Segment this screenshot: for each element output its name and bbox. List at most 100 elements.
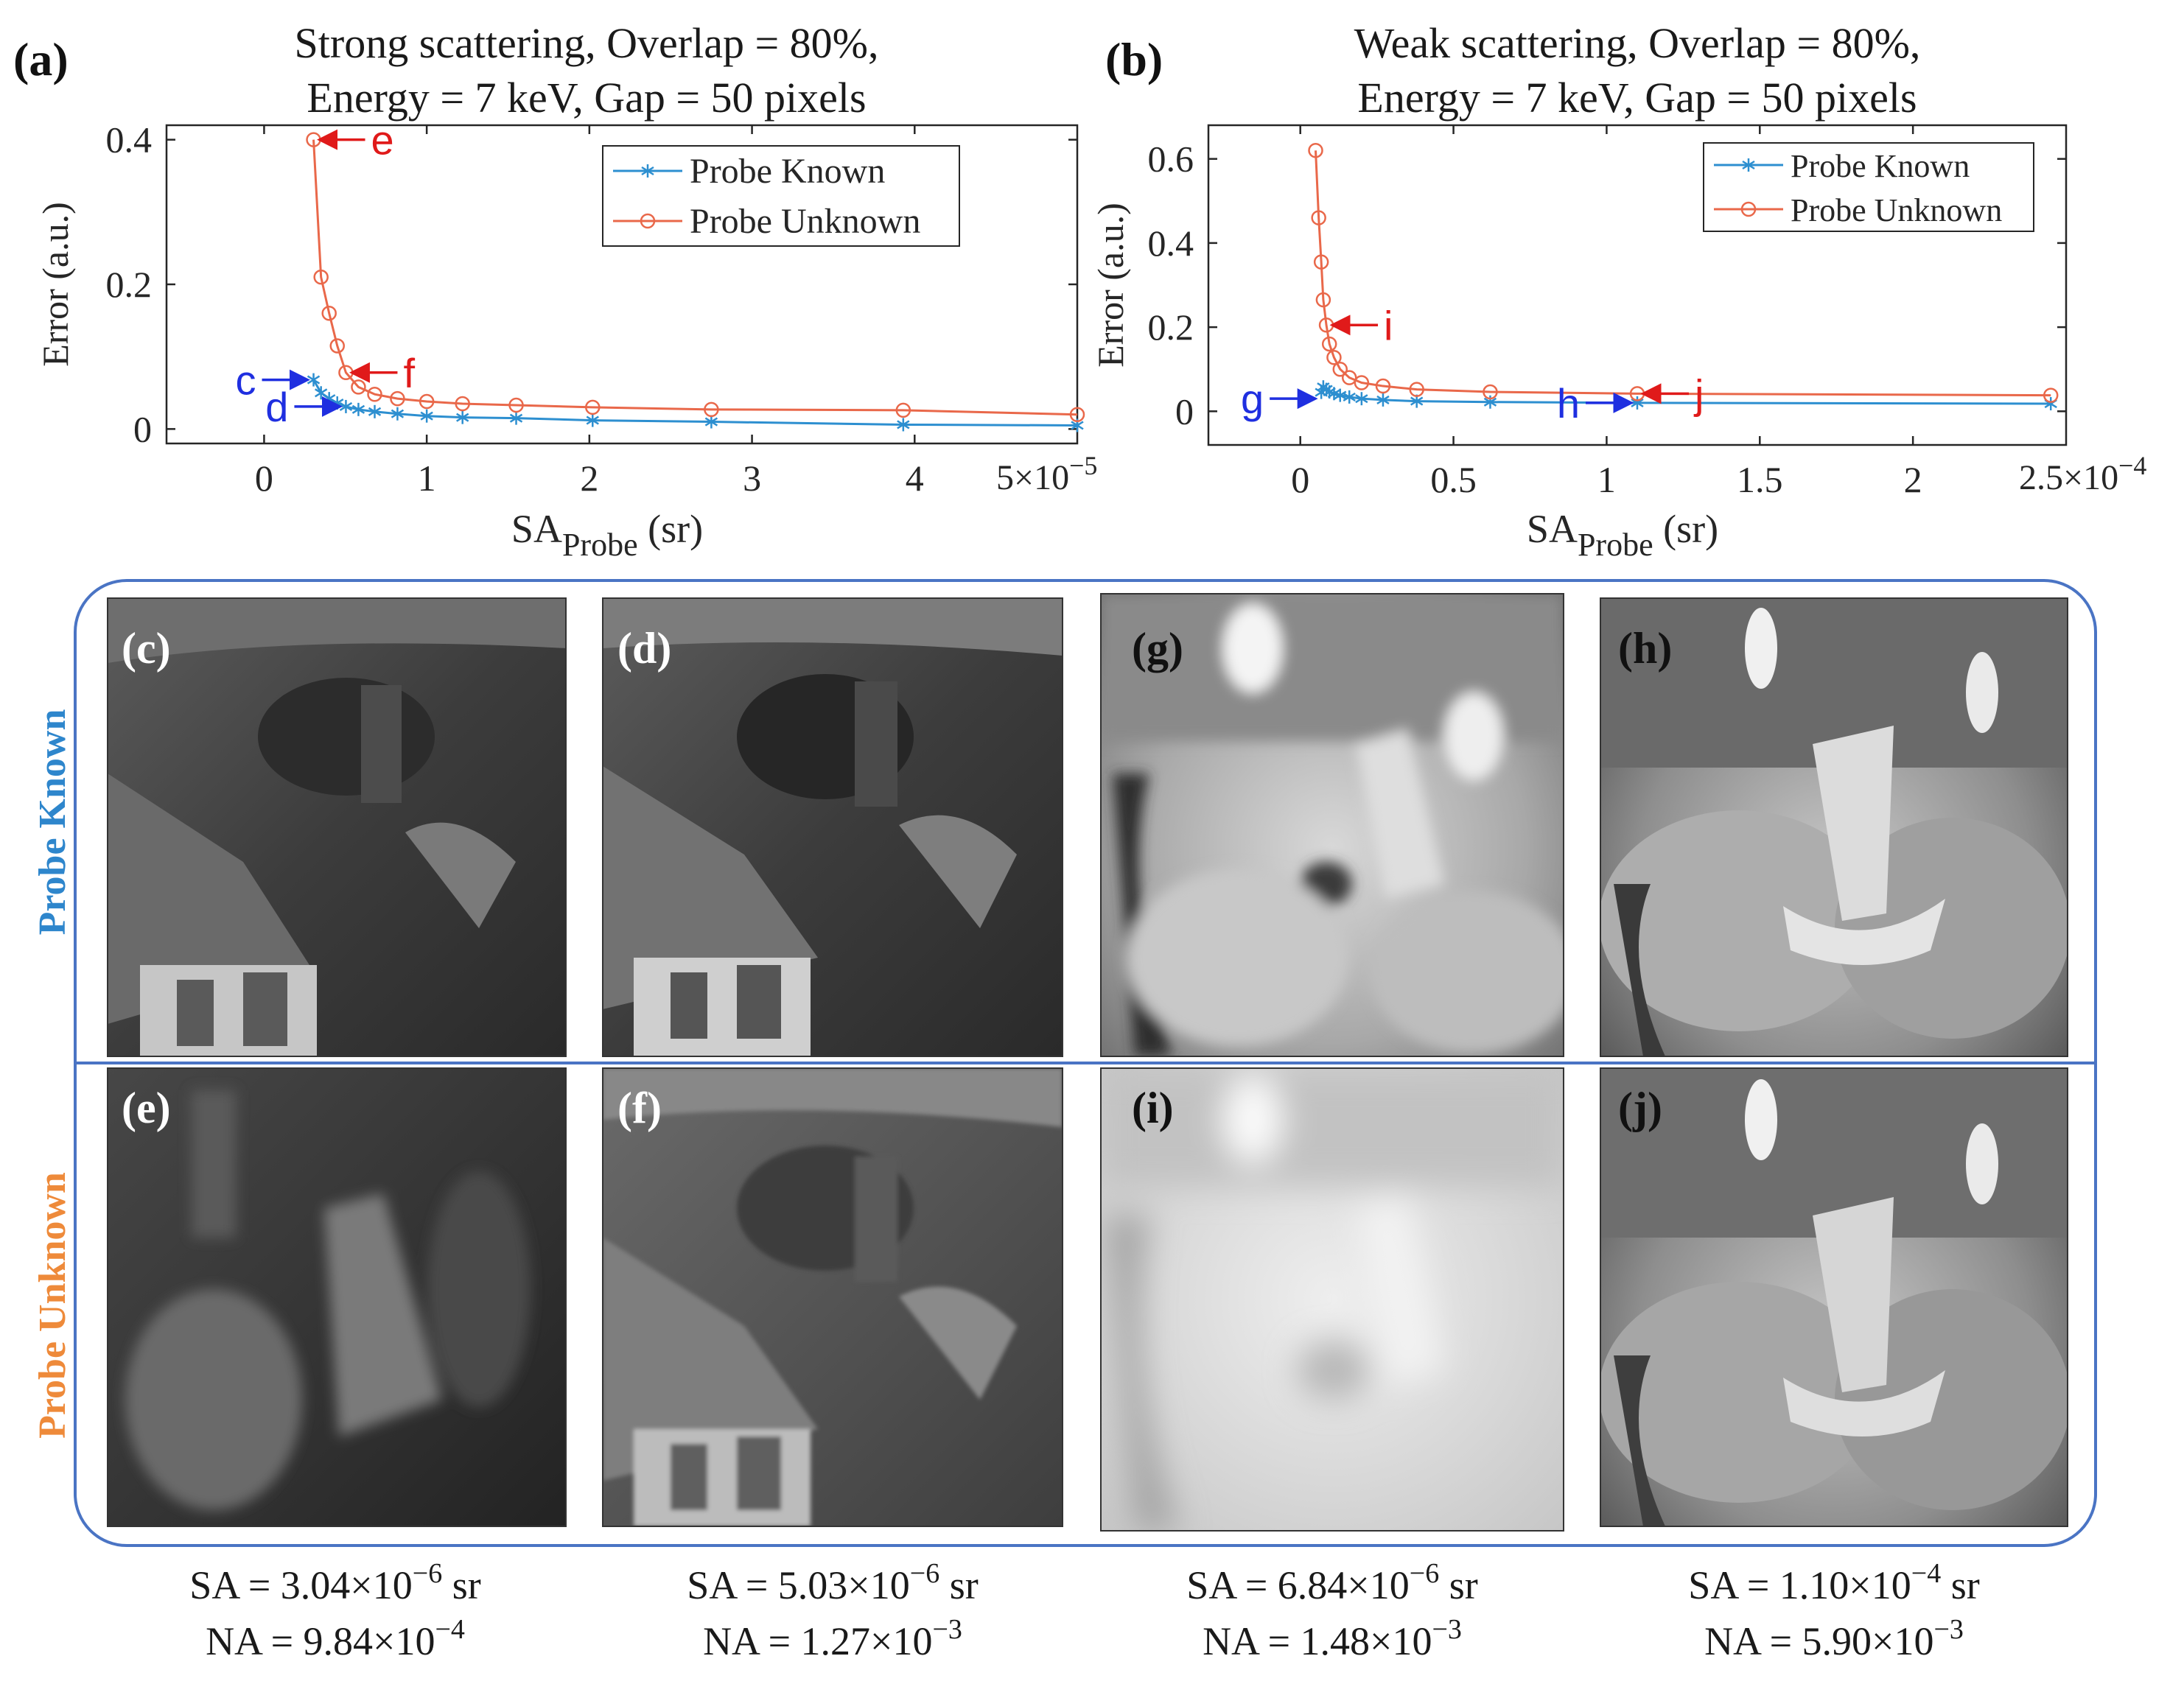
legend-entry: Probe Unknown xyxy=(1791,192,2002,228)
x-tick-label: 0 xyxy=(1291,459,1309,500)
star-stroke xyxy=(897,420,910,429)
data-point-probe-unknown xyxy=(1308,143,1323,158)
x-tick-label: 1 xyxy=(1597,459,1616,500)
data-point-probe-unknown xyxy=(1409,382,1424,397)
y-axis-label: Error (a.u.) xyxy=(35,202,76,367)
y-tick-label: 0 xyxy=(133,408,152,449)
caption-na: NA = 5.90×10−3 xyxy=(1704,1614,1964,1663)
star-stroke xyxy=(1327,389,1341,399)
legend-entry: Probe Known xyxy=(1791,148,1970,184)
star-stroke xyxy=(1071,421,1084,430)
caption-2: SA = 5.03×10−6 sr NA = 1.27×10−3 xyxy=(687,1558,978,1663)
data-point-probe-unknown xyxy=(895,402,911,418)
image-e: (e) xyxy=(107,1067,567,1527)
data-point-probe-known xyxy=(368,404,382,418)
caption-sa: SA = 1.10×10−4 sr xyxy=(1688,1558,1979,1607)
legend-marker xyxy=(640,213,656,229)
data-point-probe-known xyxy=(307,373,321,387)
caption-4: SA = 1.10×10−4 sr NA = 5.90×10−3 xyxy=(1688,1558,1979,1663)
legend: Probe Known Probe Unknown xyxy=(1703,142,2034,232)
data-point-probe-unknown xyxy=(1341,370,1357,385)
star-stroke xyxy=(1483,397,1497,407)
x-axis-label: SAProbe (sr) xyxy=(511,507,703,563)
annotation-label-f: f xyxy=(403,350,415,396)
data-point-probe-unknown xyxy=(321,306,337,321)
star-stroke xyxy=(586,415,599,425)
x-tick-label: 2 xyxy=(1904,459,1922,500)
x-tick-label: 1.5 xyxy=(1737,459,1783,500)
chart-title-line2: Energy = 7 keV, Gap = 50 pixels xyxy=(307,74,866,122)
legend-box xyxy=(1703,142,2034,232)
legend-entry: Probe Unknown xyxy=(690,202,920,241)
data-point-probe-unknown xyxy=(313,269,329,285)
data-point-probe-unknown xyxy=(1483,384,1498,400)
data-point-probe-unknown xyxy=(455,396,470,412)
x-tick-label: 0 xyxy=(255,457,273,499)
data-point-probe-known xyxy=(586,413,599,427)
data-point-probe-known xyxy=(1343,390,1356,404)
data-point-probe-unknown xyxy=(2043,387,2059,403)
data-point-probe-known xyxy=(456,410,469,424)
data-point-probe-known xyxy=(315,386,328,400)
caption-sa: SA = 6.84×10−6 sr xyxy=(1186,1558,1477,1607)
annotation-label-c: c xyxy=(236,357,256,404)
star-stroke xyxy=(351,404,365,414)
legend: Probe Known Probe Unknown xyxy=(602,145,960,247)
data-point-probe-unknown xyxy=(704,401,719,418)
data-point-probe-unknown xyxy=(585,399,601,415)
house-photo-icon xyxy=(603,598,1063,1056)
data-point-probe-unknown xyxy=(1315,292,1331,308)
data-point-probe-unknown xyxy=(1321,336,1337,352)
series-line-probe-unknown xyxy=(312,139,1078,416)
caption-na: NA = 1.27×10−3 xyxy=(703,1614,962,1663)
plot-area xyxy=(1207,124,2068,446)
legend-entry: Probe Known xyxy=(690,152,885,191)
data-point-probe-known xyxy=(509,411,523,425)
captions: SA = 3.04×10−6 sr NA = 9.84×10−4 SA = 5.03… xyxy=(189,1558,1979,1663)
data-point-probe-known xyxy=(1376,393,1390,407)
annotation-label-j: j xyxy=(1693,371,1704,417)
panel-label-i: (i) xyxy=(1132,1084,1174,1132)
x-axis-label: SAProbe (sr) xyxy=(1527,507,1718,563)
caption-sa: SA = 5.03×10−6 sr xyxy=(687,1558,978,1607)
star-stroke xyxy=(420,411,433,421)
data-point-probe-unknown xyxy=(367,386,382,402)
data-point-probe-known xyxy=(391,407,405,421)
x-tick-label: 2 xyxy=(580,457,598,499)
x-exponent-label: 5×10−5 xyxy=(996,451,1097,497)
x-tick-label: 1 xyxy=(418,457,436,499)
caption-1: SA = 3.04×10−6 sr NA = 9.84×10−4 xyxy=(189,1558,480,1663)
house-photo-icon xyxy=(108,598,566,1056)
star-stroke xyxy=(1343,392,1356,401)
star-stroke xyxy=(1410,396,1424,406)
legend-marker xyxy=(1742,158,1755,172)
y-tick-label: 0.2 xyxy=(1148,306,1194,348)
star-stroke xyxy=(315,388,328,398)
caption-3: SA = 6.84×10−6 sr NA = 1.48×10−3 xyxy=(1186,1558,1477,1663)
image-d: (d) xyxy=(602,597,1063,1057)
y-axis-label: Error (a.u.) xyxy=(1090,203,1131,368)
caption-na: NA = 9.84×10−4 xyxy=(206,1614,465,1663)
y-tick-label: 0.6 xyxy=(1148,138,1194,180)
row-label-unknown: Probe Unknown xyxy=(32,1172,74,1439)
data-point-probe-known xyxy=(351,402,365,416)
series-line-probe-unknown xyxy=(1315,150,2051,397)
image-h: (h) xyxy=(1600,597,2068,1057)
panel-label-g: (g) xyxy=(1132,624,1183,673)
chart-title-line1: Weak scattering, Overlap = 80%, xyxy=(1354,19,1921,67)
data-point-probe-known xyxy=(897,418,910,432)
annotation-label-d: d xyxy=(265,384,288,430)
y-tick-label: 0.2 xyxy=(106,264,153,305)
caption-na: NA = 1.48×10−3 xyxy=(1203,1614,1462,1663)
data-point-probe-unknown xyxy=(508,397,524,413)
pepper-photo-icon xyxy=(1600,598,2068,1056)
house-photo-icon xyxy=(108,1068,566,1526)
panel-label-a: (a) xyxy=(13,33,69,85)
chart-title-line2: Energy = 7 keV, Gap = 50 pixels xyxy=(1357,74,1917,122)
data-point-probe-unknown xyxy=(1311,210,1326,225)
x-tick-label: 0.5 xyxy=(1430,459,1477,500)
x-tick-label: 4 xyxy=(906,457,924,499)
legend-box xyxy=(602,145,960,247)
image-f: (f) xyxy=(602,1067,1063,1527)
